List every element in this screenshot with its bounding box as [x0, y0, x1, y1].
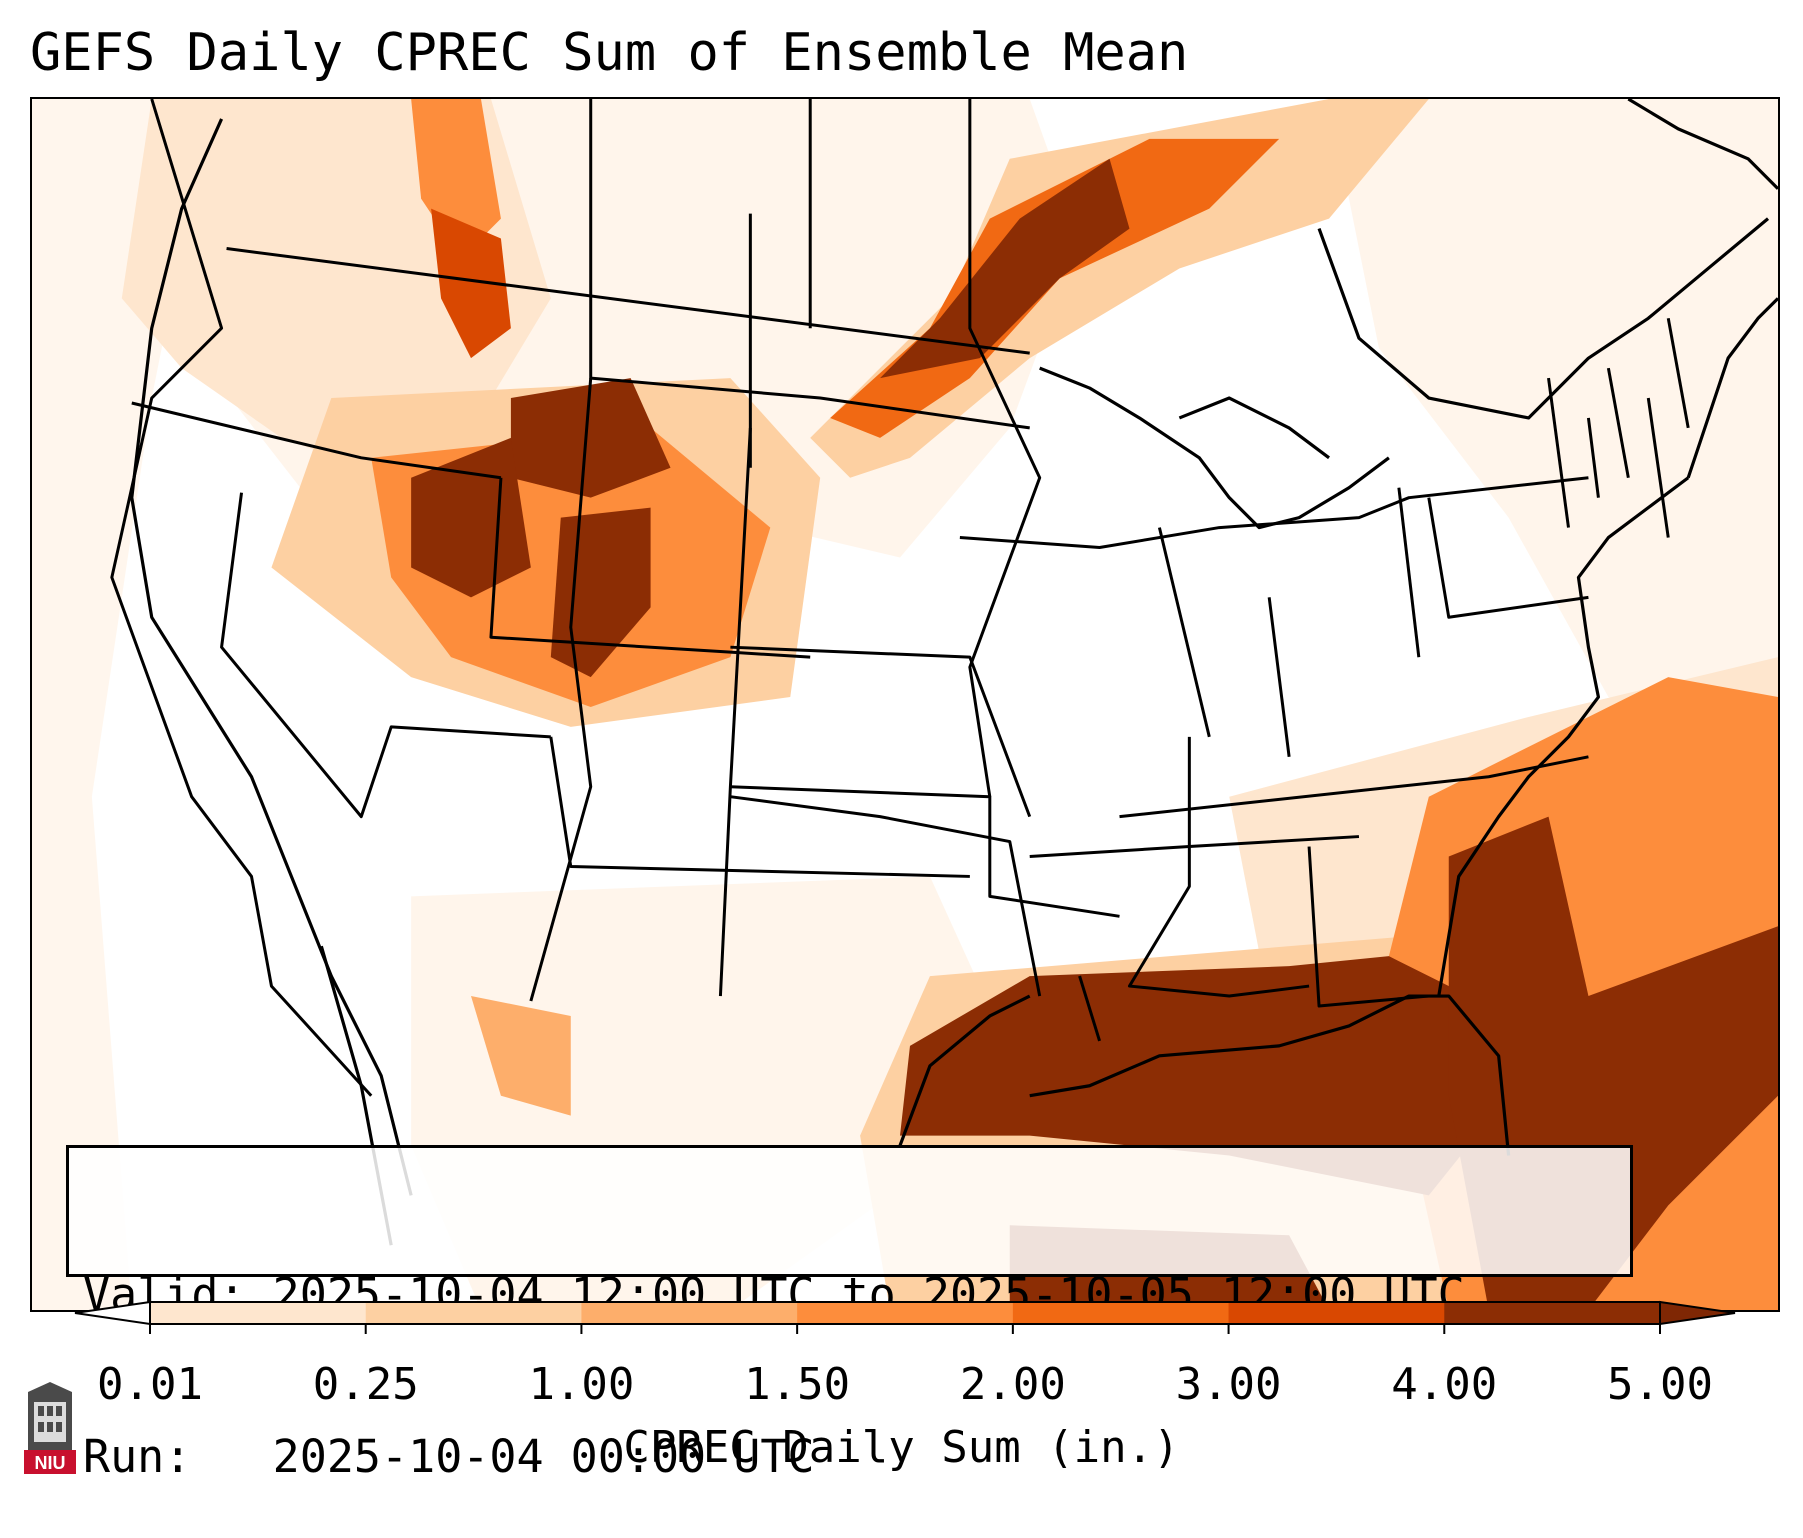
colorbar-segment	[1444, 1302, 1661, 1324]
colorbar-segment	[1228, 1302, 1445, 1324]
colorbar-under-arrow	[74, 1300, 151, 1326]
colorbar-segment	[365, 1302, 582, 1324]
colorbar-tick-label: 0.25	[312, 1359, 419, 1410]
utah-dark	[411, 437, 531, 598]
precipitation-map[interactable]	[30, 97, 1780, 1312]
valid-run-info-box: Valid: 2025-10-04 12:00 UTC to 2025-10-0…	[66, 1145, 1633, 1483]
colorbar-outline	[149, 1301, 1661, 1325]
run-label: Run:	[83, 1430, 192, 1483]
north-band-light	[810, 99, 1429, 478]
north-band-dark	[880, 158, 1130, 379]
coastlines	[130, 99, 1778, 1246]
colorbar-tick-label: 2.00	[959, 1359, 1066, 1410]
arizona-spots	[470, 996, 571, 1116]
colorbar-segment	[797, 1302, 1014, 1324]
pacific-light-shade	[32, 99, 212, 1310]
colorbar-tick-label: 1.50	[744, 1359, 851, 1410]
idaho-mid	[411, 99, 501, 259]
colorbar	[74, 1300, 1736, 1334]
state-borders	[110, 99, 1690, 1097]
wyoming-dark	[510, 378, 671, 498]
colorbar-over-arrow	[1659, 1300, 1736, 1326]
colorbar-label: CPREC Daily Sum (in.)	[623, 1422, 1180, 1473]
colorbar-segment	[150, 1302, 367, 1324]
colorbar-tick-label: 3.00	[1175, 1359, 1282, 1410]
colorbar-segment	[581, 1302, 798, 1324]
colorbar-tick-label: 5.00	[1607, 1359, 1713, 1410]
run-value: 2025-10-04 00:00 UTC	[272, 1430, 815, 1483]
map-canvas	[32, 99, 1778, 1310]
run-row: Run: 2025-10-04 00:00 UTC	[83, 1430, 1630, 1484]
colorbar-tick-label: 0.01	[97, 1359, 203, 1410]
gulf-dark	[900, 956, 1509, 1196]
niu-logo-text: NIU	[35, 1453, 66, 1473]
idaho-dark	[431, 208, 511, 359]
niu-logo-icon: NIU	[24, 1382, 76, 1474]
colorbar-tick-label: 4.00	[1391, 1359, 1498, 1410]
colorbar-segment	[1012, 1302, 1230, 1324]
colorbar-tick-label: 1.00	[528, 1359, 635, 1410]
page-title: GEFS Daily CPREC Sum of Ensemble Mean	[30, 23, 1189, 83]
